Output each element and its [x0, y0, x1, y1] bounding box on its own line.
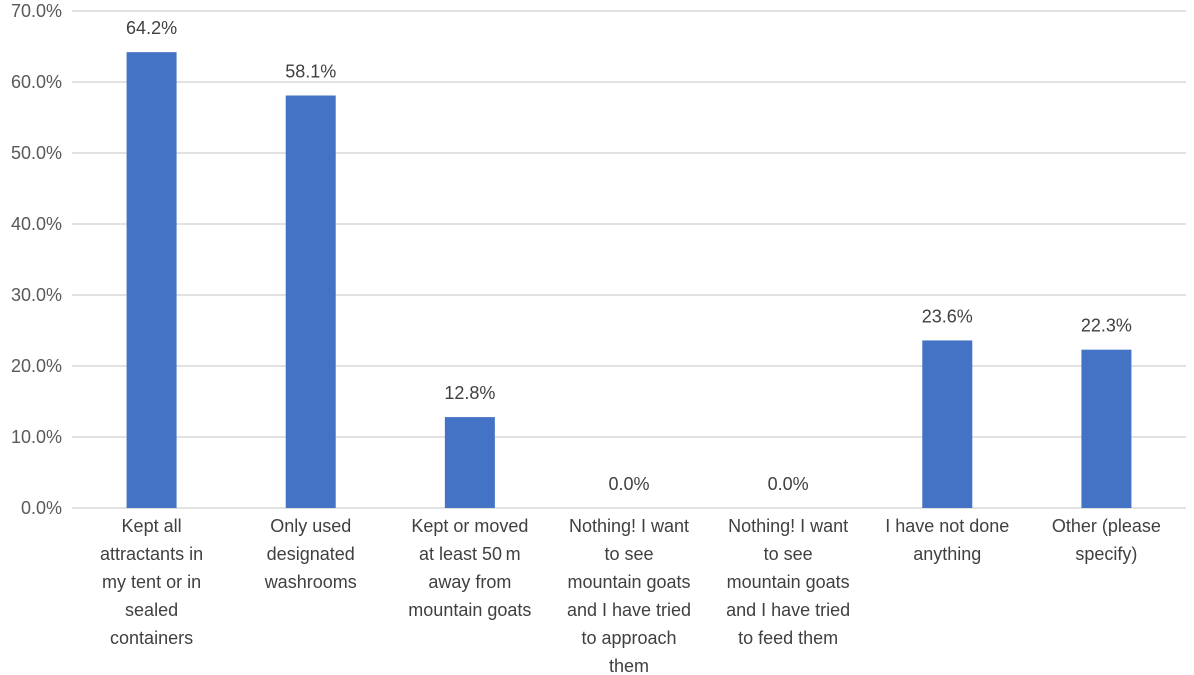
data-label: 0.0%: [768, 474, 809, 494]
x-category-label: Other (please specify): [1052, 516, 1161, 564]
bar: [444, 417, 495, 508]
data-label: 23.6%: [922, 306, 973, 326]
y-tick-label: 40.0%: [11, 214, 62, 234]
gridlines: [72, 10, 1186, 509]
data-label: 0.0%: [608, 474, 649, 494]
data-label: 12.8%: [444, 383, 495, 403]
x-category-label: Nothing! I want to see mountain goats and I…: [567, 516, 691, 675]
data-labels: 64.2% 58.1% 12.8% 0.0% 0.0% 23.6% 22.3%: [126, 18, 1132, 494]
y-tick-label: 0.0%: [21, 498, 62, 518]
x-category-label: Nothing! I want to see mountain goats and I…: [726, 516, 850, 648]
y-tick-label: 20.0%: [11, 356, 62, 376]
data-label: 58.1%: [285, 61, 336, 81]
x-category-label: I have not done anything: [885, 516, 1009, 564]
x-category-label: Kept all attractants in my tent or in seale…: [100, 516, 203, 648]
bar: [285, 95, 336, 509]
bars: [126, 52, 1132, 509]
x-category-label: Kept or moved at least 50 m away from mount…: [408, 516, 531, 620]
bar: [126, 52, 177, 509]
y-tick-label: 50.0%: [11, 143, 62, 163]
bar: [1081, 349, 1132, 508]
x-axis-category-labels: Kept all attractants in my tent or in seale…: [100, 516, 1161, 675]
y-axis-tick-labels: 0.0% 10.0% 20.0% 30.0% 40.0% 50.0% 60.0% 70.0%: [11, 1, 62, 518]
y-tick-label: 10.0%: [11, 427, 62, 447]
y-tick-label: 60.0%: [11, 72, 62, 92]
x-category-label: Only used designated washrooms: [264, 516, 357, 592]
bar: [922, 340, 973, 508]
y-tick-label: 30.0%: [11, 285, 62, 305]
y-tick-label: 70.0%: [11, 1, 62, 21]
data-label: 22.3%: [1081, 316, 1132, 336]
data-label: 64.2%: [126, 18, 177, 38]
